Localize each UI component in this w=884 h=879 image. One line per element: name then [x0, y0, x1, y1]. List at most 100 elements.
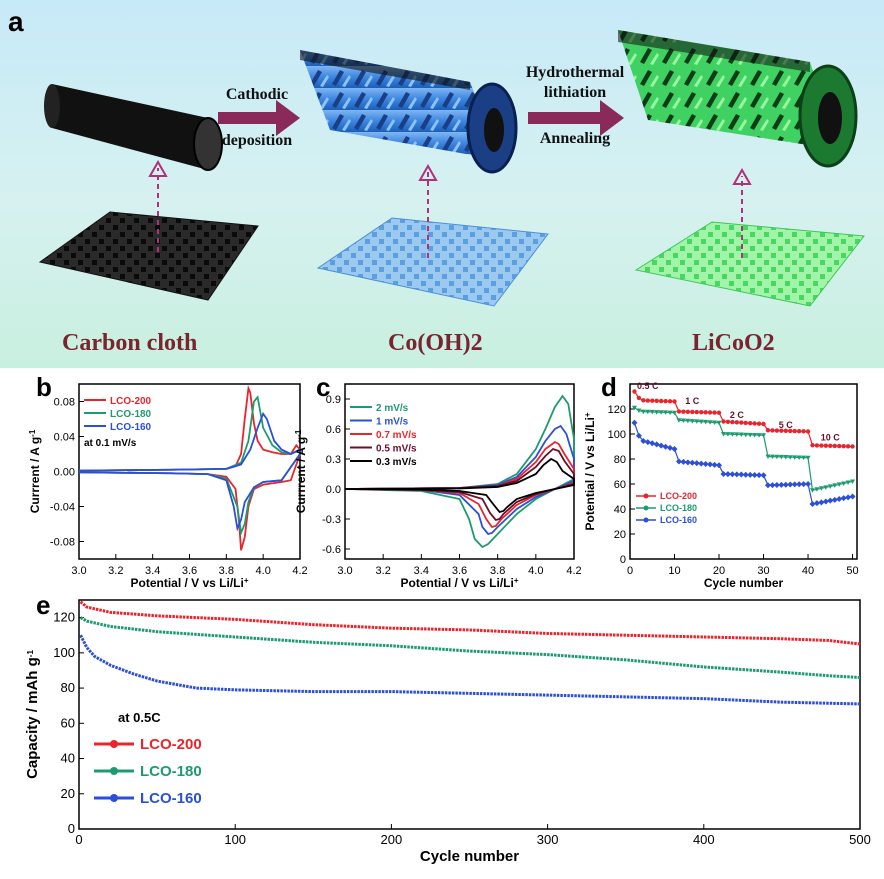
carbon-cloth: [38, 211, 259, 301]
chart-d-point: [841, 444, 846, 449]
chart-d-point: [645, 409, 651, 415]
chart-d-point: [707, 410, 713, 415]
chart-b-legend-label: LCO-200: [110, 396, 152, 407]
coh2-cloth: [316, 217, 549, 307]
chart-d-point: [729, 432, 735, 437]
chart-d-point: [733, 471, 740, 478]
licoo2-cloth: [634, 221, 865, 307]
chart-d-point: [685, 409, 691, 414]
chart-d-point: [800, 481, 807, 488]
chart-b-ytick-label: -0.04: [50, 502, 75, 514]
chart-c-xtick-label: 3.6: [452, 565, 467, 577]
chart-d-point: [845, 444, 851, 449]
chart-d-point: [721, 419, 726, 424]
coh2-cylinder: [300, 50, 518, 174]
panel-letter-b: b: [36, 372, 52, 402]
chart-e-xtick-label: 200: [381, 832, 403, 847]
chart-d-point: [770, 428, 775, 433]
chart-d-point: [632, 389, 637, 394]
chart-e-xtick-label: 500: [849, 832, 871, 847]
licoo2-cylinder: [618, 30, 858, 168]
chart-e-ytick-label: 0: [68, 821, 75, 836]
chart-d-point: [761, 421, 766, 427]
chart-e-legend-label: LCO-200: [140, 736, 202, 753]
chart-d-point: [787, 481, 794, 488]
chart-e-ytick-label: 20: [61, 786, 75, 801]
chart-d-point: [850, 479, 856, 484]
chart-d-point: [828, 443, 833, 449]
chart-e-ytick-label: 60: [61, 715, 75, 730]
chart-d-point: [644, 439, 651, 446]
chart-d-point: [635, 432, 642, 439]
chart-d-point: [650, 398, 655, 403]
chart-d-point: [845, 494, 852, 501]
chart-d-ytick-label: 80: [614, 454, 626, 466]
chart-d-point: [752, 421, 757, 426]
chart-d-point: [716, 462, 723, 469]
chart-e-legend-label: LCO-160: [140, 790, 202, 807]
chart-d-point: [636, 395, 642, 401]
chart-d-point: [672, 399, 677, 404]
panel-a-schematic: a: [0, 0, 884, 368]
chart-d-legend-marker: [643, 493, 649, 499]
chart-c-ylabel: Currrent / A g-1: [294, 429, 309, 513]
chart-d-point: [712, 420, 718, 425]
chart-e-ytick-label: 120: [53, 610, 75, 625]
chart-d-point: [703, 410, 708, 415]
charts-layer: b3.0 3.2 3.4 3.6 3.8 4.0 4.20.080.040.00-0.04-…: [24, 372, 871, 865]
chart-d-point: [654, 398, 659, 404]
chart-d-point: [832, 483, 838, 488]
panel-letter-a: a: [8, 6, 24, 37]
chart-d-point: [672, 410, 678, 416]
chart-c-xtick-label: 3.0: [337, 565, 352, 577]
chart-d-point: [840, 495, 847, 502]
chart-d-legend-marker: [643, 517, 649, 523]
chart-d-point: [774, 428, 780, 433]
chart-d-point: [818, 486, 824, 491]
chart-d-xtick-label: 20: [713, 565, 725, 577]
chart-d-point: [760, 472, 767, 479]
chart-d-point: [742, 471, 749, 478]
chart-d-point: [738, 432, 744, 438]
carbon-tube: [44, 84, 223, 171]
chart-e-legend-marker: [110, 767, 118, 775]
chart-d-point: [676, 418, 682, 423]
chart-e-xlabel: Cycle number: [420, 848, 519, 865]
chart-c: c 3.0 3.2 3.4 3.6 3.8 4.0 4.2 0.9 0.6 0.3 0.0 -0.3 -0…: [294, 372, 582, 590]
step1-line1: Cathodic: [225, 86, 289, 103]
chart-d-point: [649, 440, 656, 447]
chart-d-point: [716, 410, 722, 415]
chart-d-point: [675, 458, 682, 465]
step1-line2: deposition: [221, 132, 293, 149]
chart-d-point: [641, 398, 646, 403]
chart-d-point: [730, 419, 735, 425]
chart-d-point: [662, 443, 669, 450]
chart-d-rate-label: 0.5 C: [637, 381, 659, 391]
chart-e-annotation: at 0.5C: [118, 710, 161, 725]
chart-d-point: [765, 428, 771, 433]
chart-d-point: [796, 455, 802, 460]
chart-d-legend-label: LCO-200: [660, 491, 697, 501]
chart-c-xtick-label: 3.8: [490, 565, 505, 577]
chart-d-point: [712, 410, 717, 415]
chart-d-point: [783, 455, 789, 460]
chart-d-point: [698, 419, 704, 425]
chart-d-point: [631, 419, 638, 426]
chart-d-point: [805, 481, 812, 487]
chart-d-xtick-label: 0: [627, 565, 633, 577]
chart-d-ytick-label: 120: [608, 404, 626, 416]
chart-d-point: [693, 460, 700, 467]
chart-d-point: [684, 459, 691, 466]
chart-b-ylabel: Currrent / A g-1: [28, 429, 43, 513]
chart-d-point: [787, 455, 793, 460]
chart-d-point: [769, 482, 776, 489]
chart-d-point: [827, 484, 833, 489]
panel-letter-c: c: [316, 372, 330, 402]
chart-d-xtick-label: 50: [846, 565, 858, 577]
chart-d-point: [832, 443, 837, 449]
chart-d-point: [698, 460, 705, 467]
chart-d-point: [841, 481, 847, 486]
label-coh2: Co(OH)2: [388, 330, 483, 356]
chart-d-point: [774, 454, 780, 460]
chart-d-point: [676, 409, 682, 414]
